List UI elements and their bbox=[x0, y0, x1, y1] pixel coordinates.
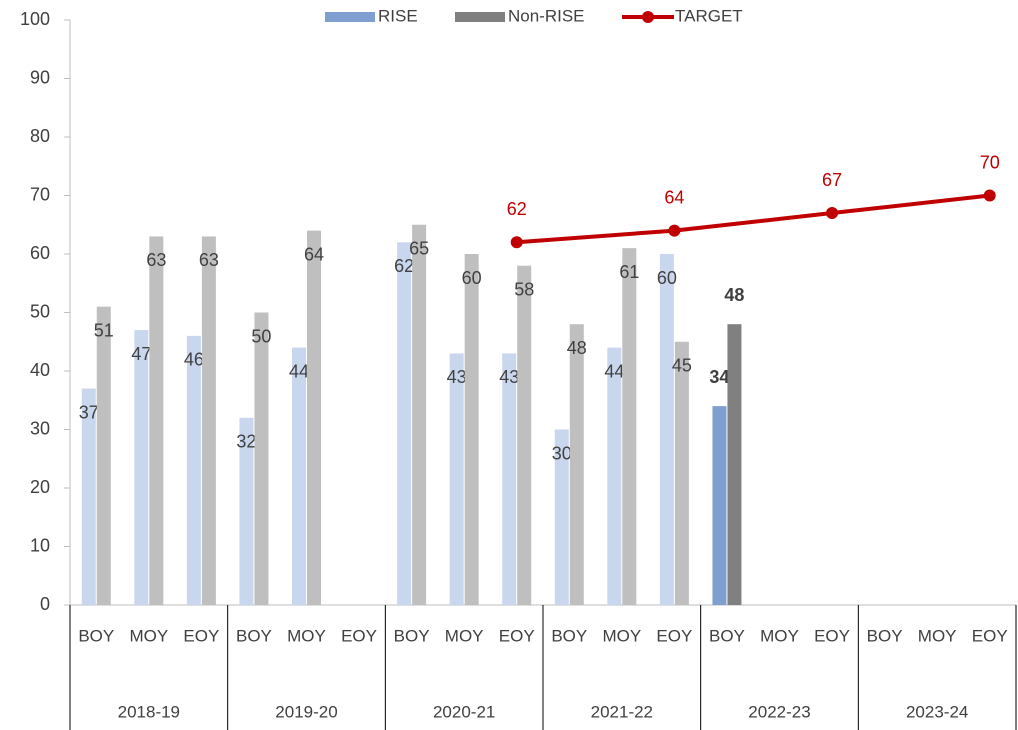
x-tick-label: MOY bbox=[287, 626, 326, 645]
bar bbox=[81, 388, 96, 605]
data-label: 60 bbox=[657, 268, 677, 288]
target-point bbox=[668, 224, 681, 237]
bar bbox=[659, 254, 674, 605]
y-tick-label: 100 bbox=[20, 9, 50, 29]
x-tick-label: BOY bbox=[78, 626, 114, 645]
y-tick-label: 80 bbox=[30, 126, 50, 146]
target-point bbox=[983, 189, 996, 202]
data-label: 60 bbox=[462, 268, 482, 288]
bar bbox=[292, 347, 306, 605]
y-tick-label: 50 bbox=[30, 301, 50, 321]
bar bbox=[96, 306, 111, 605]
x-tick-label: MOY bbox=[445, 626, 484, 645]
bar bbox=[397, 242, 412, 606]
data-label: 34 bbox=[709, 367, 729, 387]
bar bbox=[607, 347, 622, 605]
bar bbox=[186, 335, 201, 605]
target-point bbox=[510, 236, 523, 249]
target-label: 70 bbox=[980, 152, 1000, 172]
y-tick-label: 30 bbox=[30, 418, 50, 438]
bar bbox=[727, 324, 742, 605]
bar bbox=[201, 236, 216, 605]
x-tick-label: MOY bbox=[918, 626, 957, 645]
bar bbox=[307, 230, 321, 605]
bar bbox=[239, 417, 254, 605]
target-line bbox=[516, 193, 990, 245]
target-label: 64 bbox=[664, 187, 684, 207]
group-label: 2020-21 bbox=[433, 702, 495, 721]
y-tick-label: 60 bbox=[30, 243, 50, 263]
data-label: 50 bbox=[251, 326, 271, 346]
y-tick-label: 0 bbox=[40, 594, 50, 614]
data-label: 43 bbox=[499, 367, 519, 387]
data-label: 65 bbox=[409, 239, 429, 259]
group-label: 2021-22 bbox=[591, 702, 653, 721]
bar bbox=[569, 324, 584, 605]
data-label: 30 bbox=[552, 443, 572, 463]
legend-swatch bbox=[325, 12, 375, 22]
legend-swatch bbox=[455, 12, 505, 22]
data-label: 44 bbox=[289, 361, 309, 381]
bar bbox=[517, 265, 532, 605]
data-label: 62 bbox=[394, 256, 414, 276]
data-label: 63 bbox=[199, 250, 219, 270]
legend-label: Non-RISE bbox=[508, 6, 585, 25]
bar bbox=[449, 353, 464, 605]
bar bbox=[149, 236, 164, 605]
x-tick-label: BOY bbox=[709, 626, 745, 645]
legend-label: TARGET bbox=[675, 6, 743, 25]
y-tick-label: 70 bbox=[30, 184, 50, 204]
data-label: 48 bbox=[724, 285, 744, 305]
bar bbox=[674, 341, 689, 605]
x-tick-label: EOY bbox=[814, 626, 850, 645]
x-tick-label: MOY bbox=[129, 626, 168, 645]
x-tick-label: MOY bbox=[602, 626, 641, 645]
data-label: 32 bbox=[236, 432, 256, 452]
bar bbox=[254, 312, 269, 605]
data-label: 48 bbox=[567, 338, 587, 358]
data-label: 43 bbox=[447, 367, 467, 387]
data-label: 44 bbox=[604, 361, 624, 381]
bar bbox=[134, 330, 149, 605]
group-label: 2022-23 bbox=[748, 702, 810, 721]
data-label: 45 bbox=[672, 356, 692, 376]
data-label: 46 bbox=[184, 350, 204, 370]
data-label: 61 bbox=[619, 262, 639, 282]
target-point bbox=[826, 207, 839, 220]
x-tick-label: EOY bbox=[656, 626, 692, 645]
data-label: 64 bbox=[304, 244, 324, 264]
y-tick-label: 40 bbox=[30, 360, 50, 380]
x-tick-label: EOY bbox=[341, 626, 377, 645]
target-label: 62 bbox=[507, 199, 527, 219]
bar bbox=[502, 353, 517, 605]
y-tick-label: 10 bbox=[30, 535, 50, 555]
data-label: 37 bbox=[79, 402, 99, 422]
y-tick-label: 20 bbox=[30, 477, 50, 497]
bar bbox=[554, 429, 569, 605]
x-tick-label: BOY bbox=[236, 626, 272, 645]
legend-marker bbox=[642, 11, 654, 23]
x-tick-label: MOY bbox=[760, 626, 799, 645]
group-label: 2019-20 bbox=[275, 702, 337, 721]
x-tick-label: BOY bbox=[394, 626, 430, 645]
data-label: 51 bbox=[94, 320, 114, 340]
x-tick-label: EOY bbox=[183, 626, 219, 645]
data-label: 63 bbox=[146, 250, 166, 270]
bar bbox=[712, 406, 727, 605]
bar bbox=[464, 254, 479, 605]
x-tick-label: EOY bbox=[972, 626, 1008, 645]
target-label: 67 bbox=[822, 170, 842, 190]
x-tick-label: BOY bbox=[551, 626, 587, 645]
data-label: 58 bbox=[514, 279, 534, 299]
y-tick-label: 90 bbox=[30, 67, 50, 87]
legend-label: RISE bbox=[378, 6, 418, 25]
bar bbox=[412, 224, 427, 605]
group-label: 2018-19 bbox=[118, 702, 180, 721]
group-label: 2023-24 bbox=[906, 702, 968, 721]
bar bbox=[622, 248, 637, 605]
data-label: 47 bbox=[131, 344, 151, 364]
x-tick-label: EOY bbox=[499, 626, 535, 645]
x-tick-label: BOY bbox=[867, 626, 903, 645]
